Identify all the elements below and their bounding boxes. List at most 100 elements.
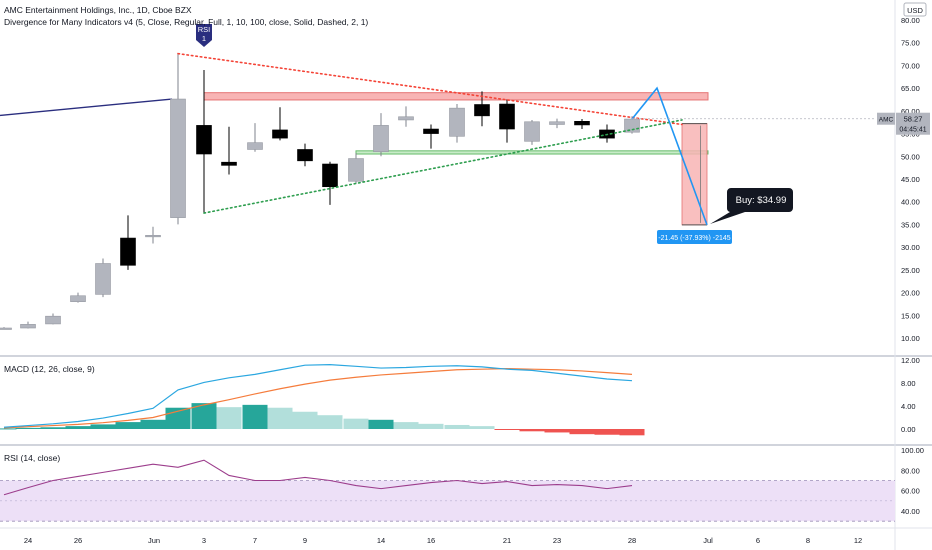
time-tick-label: 7	[253, 536, 257, 545]
candle-body[interactable]	[45, 315, 61, 325]
macd-histogram-bar[interactable]	[140, 419, 166, 429]
price-tick-label: 45.00	[901, 175, 920, 184]
price-tick-label: 75.00	[901, 39, 920, 48]
macd-histogram-bar[interactable]	[65, 426, 91, 429]
candle-body[interactable]	[95, 263, 111, 295]
candle-body[interactable]	[499, 103, 515, 130]
price-tick-label: 20.00	[901, 289, 920, 298]
resistance-zone[interactable]	[203, 92, 709, 101]
time-axis[interactable]: 24 26 Jun 3 7 9 14 16 21 23 28 Jul 6 8 12	[24, 536, 862, 545]
macd-histogram-bar[interactable]	[393, 422, 419, 429]
candle-body[interactable]	[322, 163, 338, 188]
symbol-title[interactable]: AMC Entertainment Holdings, Inc., 1D, Cb…	[4, 5, 192, 15]
macd-histogram-bar[interactable]	[0, 428, 17, 430]
macd-histogram-bar[interactable]	[15, 427, 41, 429]
rsi-tick-label: 60.00	[901, 487, 920, 496]
macd-histogram-bar[interactable]	[343, 418, 369, 429]
candle-body[interactable]	[398, 116, 414, 121]
price-tick-label: 60.00	[901, 107, 920, 116]
time-tick-label: 24	[24, 536, 32, 545]
macd-histogram-bar[interactable]	[216, 407, 242, 429]
macd-histogram-bar[interactable]	[40, 427, 66, 429]
macd-histogram-bar[interactable]	[619, 429, 645, 436]
risk-box[interactable]	[681, 123, 708, 226]
candle-body[interactable]	[145, 235, 161, 238]
candle-body[interactable]	[297, 149, 313, 162]
candle-body[interactable]	[272, 129, 288, 139]
macd-panel[interactable]: 12.00 8.00 4.00 0.00	[0, 356, 920, 436]
candle-body[interactable]	[221, 161, 237, 166]
symbol-tag[interactable]	[877, 112, 895, 125]
time-tick-label: 16	[427, 536, 435, 545]
macd-histogram-bar[interactable]	[267, 407, 293, 429]
candle-body[interactable]	[70, 295, 86, 302]
candle-body[interactable]	[348, 158, 364, 182]
macd-line[interactable]	[3, 363, 633, 428]
price-tick-label: 15.00	[901, 311, 920, 320]
rsi-divergence-marker[interactable]	[196, 24, 212, 47]
macd-histogram-bar[interactable]	[317, 415, 343, 429]
projection-path[interactable]	[631, 86, 708, 226]
currency-label: USD	[907, 6, 923, 15]
buy-callout[interactable]	[710, 188, 793, 224]
macd-title[interactable]: MACD (12, 26, close, 9)	[4, 364, 95, 374]
buy-callout-text: Buy: $34.99	[736, 195, 787, 206]
candle-body[interactable]	[120, 237, 136, 266]
rsi-tick-label: 100.00	[901, 446, 924, 455]
macd-histogram-bar[interactable]	[242, 404, 268, 429]
candle-body[interactable]	[20, 324, 36, 329]
macd-tick-label: 8.00	[901, 379, 916, 388]
rsi-panel[interactable]: 100.00 80.00 60.00 40.00	[0, 446, 924, 522]
macd-histogram-bar[interactable]	[544, 429, 570, 433]
time-tick-label: 12	[854, 536, 862, 545]
macd-signal-line[interactable]	[3, 368, 633, 429]
candle-body[interactable]	[423, 128, 439, 134]
candle-body[interactable]	[247, 142, 263, 150]
candle-body[interactable]	[474, 104, 490, 117]
macd-histogram-bar[interactable]	[469, 426, 495, 429]
candle-body[interactable]	[373, 125, 389, 153]
price-tick-label: 65.00	[901, 84, 920, 93]
time-tick-label: Jul	[703, 536, 713, 545]
time-tick-label: 6	[756, 536, 760, 545]
price-tick-label: 40.00	[901, 198, 920, 207]
rsi-tick-label: 40.00	[901, 507, 920, 516]
rsi-marker-label: RSI	[198, 25, 211, 34]
macd-histogram-bar[interactable]	[569, 429, 595, 435]
time-tick-label: 9	[303, 536, 307, 545]
price-panel[interactable]: 80.0075.0070.0065.0060.0055.0050.0045.00…	[0, 16, 930, 343]
candle-body[interactable]	[0, 327, 12, 330]
rsi-line[interactable]	[3, 459, 633, 496]
candle-body[interactable]	[524, 121, 540, 142]
time-tick-label: Jun	[148, 536, 160, 545]
macd-histogram-bar[interactable]	[418, 423, 444, 429]
macd-histogram-bar[interactable]	[444, 424, 470, 429]
macd-histogram-bar[interactable]	[90, 424, 116, 429]
support-zone[interactable]	[355, 150, 709, 155]
candle-body[interactable]	[196, 125, 212, 155]
indicator-title[interactable]: Divergence for Many Indicators v4 (5, Cl…	[4, 17, 368, 27]
candle-body[interactable]	[170, 98, 186, 218]
last-price-tag[interactable]	[896, 112, 930, 135]
macd-histogram-bar[interactable]	[519, 429, 545, 432]
macd-histogram-bar[interactable]	[594, 429, 620, 435]
macd-histogram-bar[interactable]	[368, 419, 394, 429]
prior-trendline[interactable]	[0, 98, 173, 117]
rsi-title[interactable]: RSI (14, close)	[4, 453, 60, 463]
price-tick-label: 50.00	[901, 152, 920, 161]
countdown-value: 04:45:41	[899, 127, 926, 134]
candle-body[interactable]	[449, 107, 465, 137]
macd-histogram-bar[interactable]	[292, 411, 318, 429]
time-tick-label: 26	[74, 536, 82, 545]
measure-label-text: -21.45 (-37.93%) -2145	[658, 235, 730, 242]
macd-histogram-bar[interactable]	[494, 429, 520, 430]
macd-histogram-bar[interactable]	[115, 422, 141, 429]
down-trendline[interactable]	[177, 52, 683, 126]
measure-label-box[interactable]	[657, 230, 732, 244]
candle-body[interactable]	[574, 121, 590, 126]
up-trendline[interactable]	[203, 119, 683, 214]
currency-badge[interactable]	[903, 2, 927, 17]
price-tick-label: 10.00	[901, 334, 920, 343]
candle-body[interactable]	[549, 121, 565, 125]
